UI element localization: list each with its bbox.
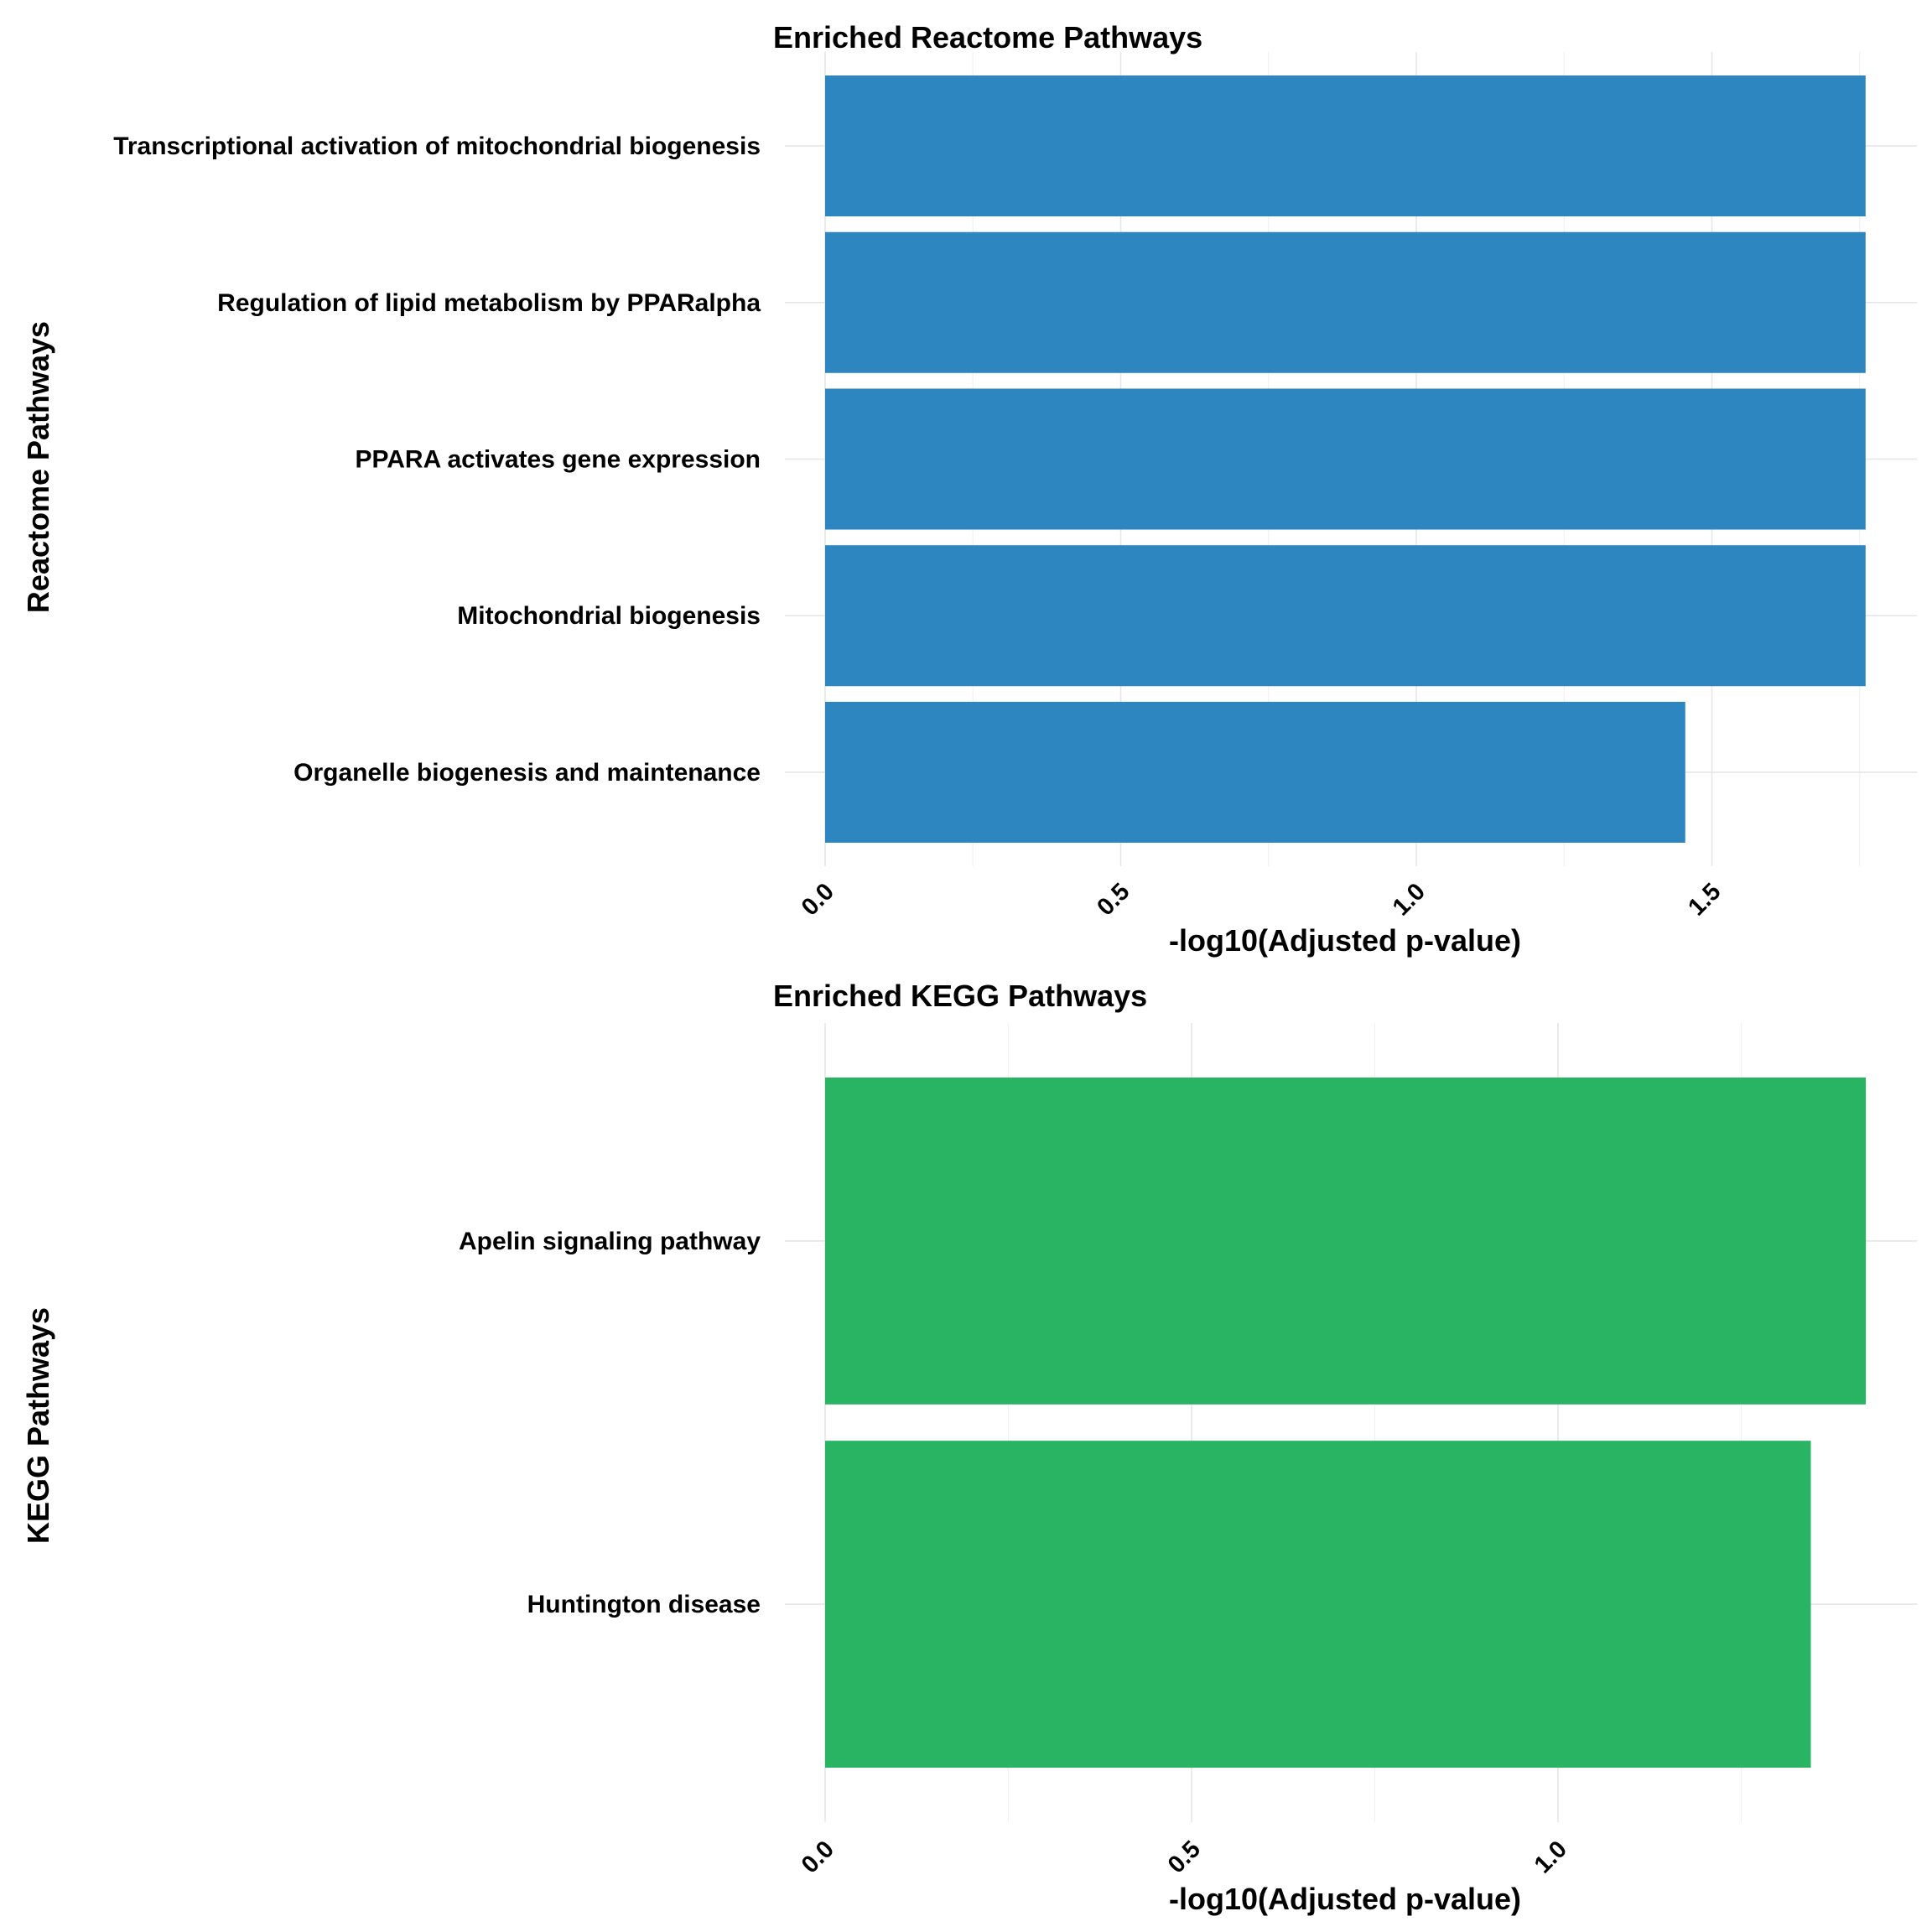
- x-tick-label: 0.0: [797, 878, 839, 921]
- category-label: Regulation of lipid metabolism by PPARal…: [217, 289, 761, 317]
- x-tick-label: 1.5: [1683, 878, 1726, 921]
- x-tick-label: 1.0: [1530, 1836, 1572, 1878]
- category-label: Organelle biogenesis and maintenance: [293, 759, 761, 787]
- reactome-x-axis-title: -log10(Adjusted p-value): [1169, 923, 1521, 958]
- x-tick-label: 1.0: [1388, 878, 1431, 921]
- reactome-chart: Transcriptional activation of mitochondr…: [21, 20, 1917, 958]
- reactome-bars: [825, 75, 1866, 843]
- reactome-y-axis-title: Reactome Pathways: [21, 321, 55, 613]
- category-label: Apelin signaling pathway: [459, 1228, 761, 1255]
- reactome-x-tick-labels: 0.0 0.5 1.0 1.5: [797, 878, 1727, 921]
- x-tick-label: 0.0: [797, 1836, 839, 1878]
- x-tick-label: 0.5: [1092, 878, 1135, 921]
- x-tick-label: 0.5: [1163, 1836, 1206, 1878]
- bar: [825, 231, 1866, 373]
- kegg-bars: [825, 1077, 1867, 1768]
- kegg-category-labels: Apelin signaling pathway Huntington disea…: [459, 1228, 761, 1618]
- kegg-x-tick-labels: 0.0 0.5 1.0: [797, 1836, 1572, 1878]
- kegg-y-axis-title: KEGG Pathways: [21, 1307, 55, 1544]
- category-label: Transcriptional activation of mitochondr…: [113, 132, 761, 160]
- bar: [825, 1077, 1867, 1405]
- bar: [825, 1441, 1811, 1768]
- bar: [825, 545, 1866, 687]
- bar: [825, 701, 1685, 843]
- kegg-chart-title: Enriched KEGG Pathways: [773, 979, 1147, 1013]
- kegg-chart: Apelin signaling pathway Huntington disea…: [21, 979, 1917, 1916]
- kegg-x-axis-title: -log10(Adjusted p-value): [1169, 1882, 1521, 1916]
- reactome-chart-title: Enriched Reactome Pathways: [773, 20, 1202, 55]
- category-label: Mitochondrial biogenesis: [457, 602, 761, 630]
- bar: [825, 75, 1866, 217]
- bar: [825, 388, 1866, 530]
- category-label: Huntington disease: [527, 1591, 761, 1618]
- category-label: PPARA activates gene expression: [355, 446, 761, 474]
- reactome-category-labels: Transcriptional activation of mitochondr…: [113, 132, 761, 787]
